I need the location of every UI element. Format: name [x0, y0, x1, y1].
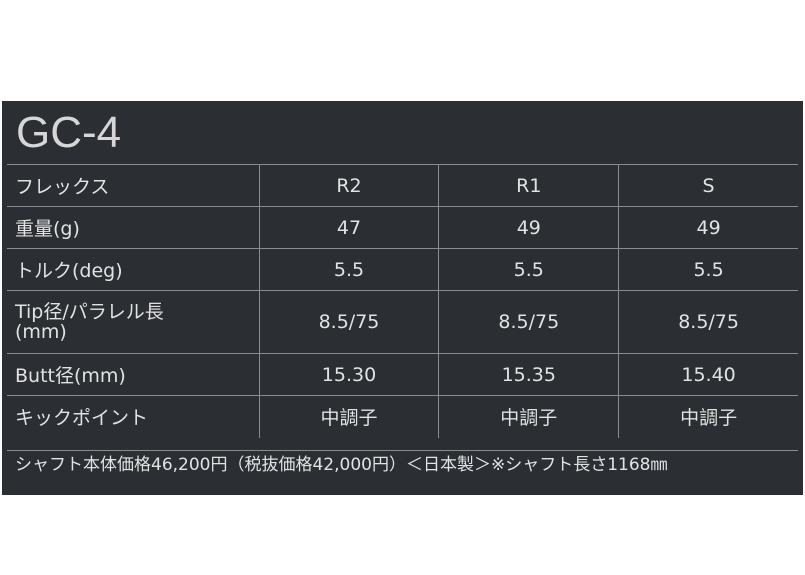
- cell: R1: [438, 164, 619, 207]
- cell: 49: [618, 206, 798, 249]
- cell: S: [618, 164, 798, 207]
- table-row: トルク(deg) 5.5 5.5 5.5: [7, 248, 798, 291]
- cell: 49: [438, 206, 619, 249]
- row-label-line: Tip径/パラレル長: [15, 301, 164, 323]
- row-label: トルク(deg): [7, 248, 260, 291]
- cell: 5.5: [438, 248, 619, 291]
- row-label: キックポイント: [7, 395, 260, 438]
- table-row: Tip径/パラレル長 (mm) 8.5/75 8.5/75 8.5/75: [7, 290, 798, 354]
- cell: 15.35: [438, 353, 619, 396]
- cell: 8.5/75: [438, 290, 619, 354]
- cell: 5.5: [258, 248, 439, 291]
- product-title: GC-4: [16, 108, 122, 157]
- row-label: 重量(g): [7, 206, 260, 249]
- cell: 8.5/75: [618, 290, 798, 354]
- cell: 中調子: [258, 395, 439, 438]
- cell: 中調子: [438, 395, 619, 438]
- cell: 8.5/75: [258, 290, 439, 354]
- price-note: シャフト本体価格46,200円（税抜価格42,000円）＜日本製＞※シャフト長さ…: [7, 450, 798, 476]
- row-label: フレックス: [7, 164, 260, 207]
- table-row: キックポイント 中調子 中調子 中調子: [7, 395, 798, 438]
- row-label-line: (mm): [15, 321, 67, 343]
- cell: 15.40: [618, 353, 798, 396]
- cell: R2: [258, 164, 439, 207]
- row-label: Butt径(mm): [7, 353, 260, 396]
- spec-panel: GC-4 フレックス R2 R1 S 重量(g) 47 49 49 トルク(deg) 5.5 5…: [2, 101, 803, 495]
- table-row: フレックス R2 R1 S: [7, 164, 798, 207]
- table-row: Butt径(mm) 15.30 15.35 15.40: [7, 353, 798, 396]
- cell: 47: [258, 206, 439, 249]
- spec-table: フレックス R2 R1 S 重量(g) 47 49 49 トルク(deg) 5.5 5.5 5.5…: [7, 164, 798, 438]
- row-label: Tip径/パラレル長 (mm): [7, 290, 260, 354]
- cell: 5.5: [618, 248, 798, 291]
- cell: 中調子: [618, 395, 798, 438]
- cell: 15.30: [258, 353, 439, 396]
- table-row: 重量(g) 47 49 49: [7, 206, 798, 249]
